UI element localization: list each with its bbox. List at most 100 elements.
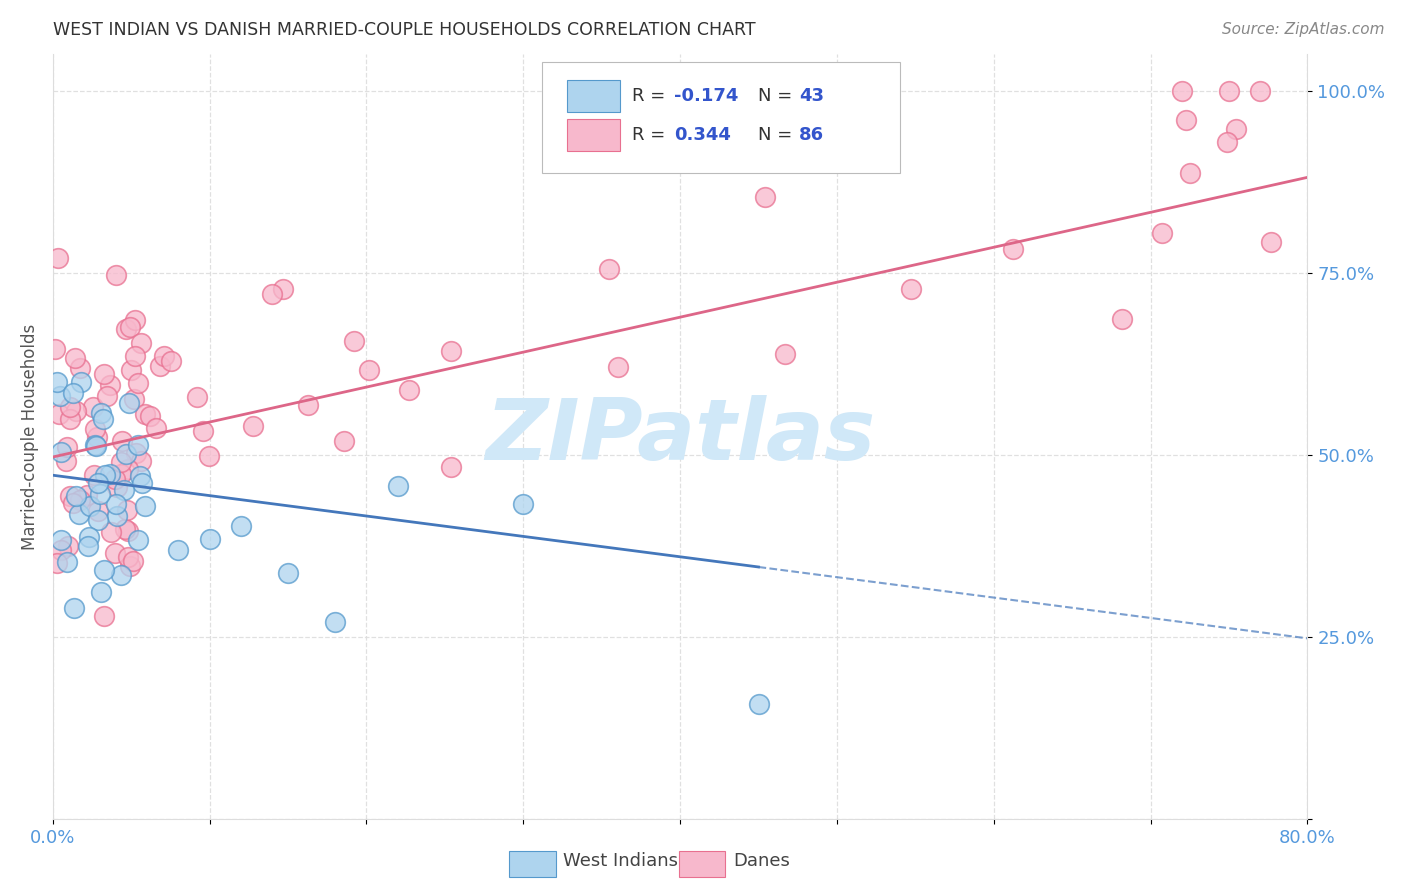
Point (900, 282, 922, 296)
Point (167, 543, 190, 558)
Point (118, 396, 141, 410)
Point (333, 434, 356, 448)
Text: Danes: Danes (733, 852, 790, 870)
Point (55, 555, 77, 569)
Point (87, 503, 110, 517)
Point (343, 334, 366, 348)
FancyBboxPatch shape (567, 79, 620, 112)
Point (115, 322, 138, 336)
FancyBboxPatch shape (543, 62, 900, 173)
Point (1001, 242, 1024, 256)
Point (440, 343, 463, 358)
Point (747, 698, 769, 712)
Point (49, 542, 72, 557)
Point (84, 439, 107, 453)
Point (77, 531, 100, 545)
Point (91, 412, 114, 426)
Point (159, 354, 181, 368)
Point (1215, 135, 1237, 149)
Point (271, 282, 294, 296)
Point (120, 363, 142, 377)
Point (49, 389, 72, 403)
Point (117, 549, 139, 564)
Point (110, 467, 132, 481)
Point (94, 467, 117, 482)
Point (242, 419, 264, 434)
Point (127, 438, 149, 452)
FancyBboxPatch shape (509, 851, 555, 877)
Point (105, 497, 128, 511)
Point (1111, 311, 1133, 326)
Text: N =: N = (758, 127, 797, 145)
Point (110, 455, 132, 469)
Point (606, 360, 628, 375)
Point (1260, 235, 1282, 249)
Point (110, 568, 132, 582)
Point (260, 287, 283, 301)
Point (115, 447, 138, 461)
Point (104, 268, 127, 282)
Point (131, 336, 153, 351)
Point (114, 522, 136, 536)
Point (83, 438, 105, 452)
Point (120, 320, 142, 334)
Point (96, 389, 118, 403)
Point (134, 499, 156, 513)
Point (112, 483, 135, 497)
Point (198, 533, 221, 547)
Point (86, 513, 108, 527)
Text: 43: 43 (799, 87, 824, 104)
Point (398, 384, 420, 398)
Point (121, 553, 143, 567)
Point (65, 489, 87, 503)
Point (86, 430, 108, 444)
Point (117, 524, 139, 539)
Point (297, 398, 319, 412)
Point (139, 409, 162, 423)
Point (87, 476, 110, 491)
Point (67, 507, 90, 521)
Point (62, 385, 84, 400)
Point (387, 478, 409, 492)
Point (55, 440, 77, 454)
Point (754, 190, 776, 204)
Point (186, 390, 208, 404)
Point (105, 509, 128, 524)
Point (117, 462, 139, 476)
Point (124, 349, 146, 363)
Point (134, 407, 156, 421)
Point (1150, 227, 1173, 241)
Point (357, 363, 380, 377)
Point (1171, 84, 1194, 98)
Point (127, 533, 149, 547)
Point (125, 446, 148, 460)
Y-axis label: Married-couple Households: Married-couple Households (21, 324, 39, 549)
Text: WEST INDIAN VS DANISH MARRIED-COUPLE HOUSEHOLDS CORRELATION CHART: WEST INDIAN VS DANISH MARRIED-COUPLE HOU… (52, 21, 755, 39)
Point (79, 499, 101, 513)
Point (59, 489, 82, 503)
Point (82, 401, 104, 415)
Point (70, 375, 93, 389)
Point (152, 349, 174, 363)
Point (90, 406, 112, 420)
Point (76, 488, 98, 502)
Point (105, 480, 128, 494)
Point (77, 539, 100, 553)
Point (59, 412, 82, 426)
Point (56, 539, 79, 553)
Point (598, 262, 620, 277)
Point (323, 615, 346, 630)
Point (1218, 84, 1240, 98)
Point (127, 376, 149, 390)
Point (93, 368, 115, 382)
Point (1249, 84, 1271, 98)
FancyBboxPatch shape (567, 120, 620, 152)
Point (122, 392, 145, 406)
Text: R =: R = (633, 127, 672, 145)
Point (89, 487, 111, 501)
Point (49, 533, 72, 548)
Point (55, 454, 77, 468)
Point (1225, 121, 1247, 136)
Point (124, 313, 146, 327)
Point (773, 347, 796, 361)
